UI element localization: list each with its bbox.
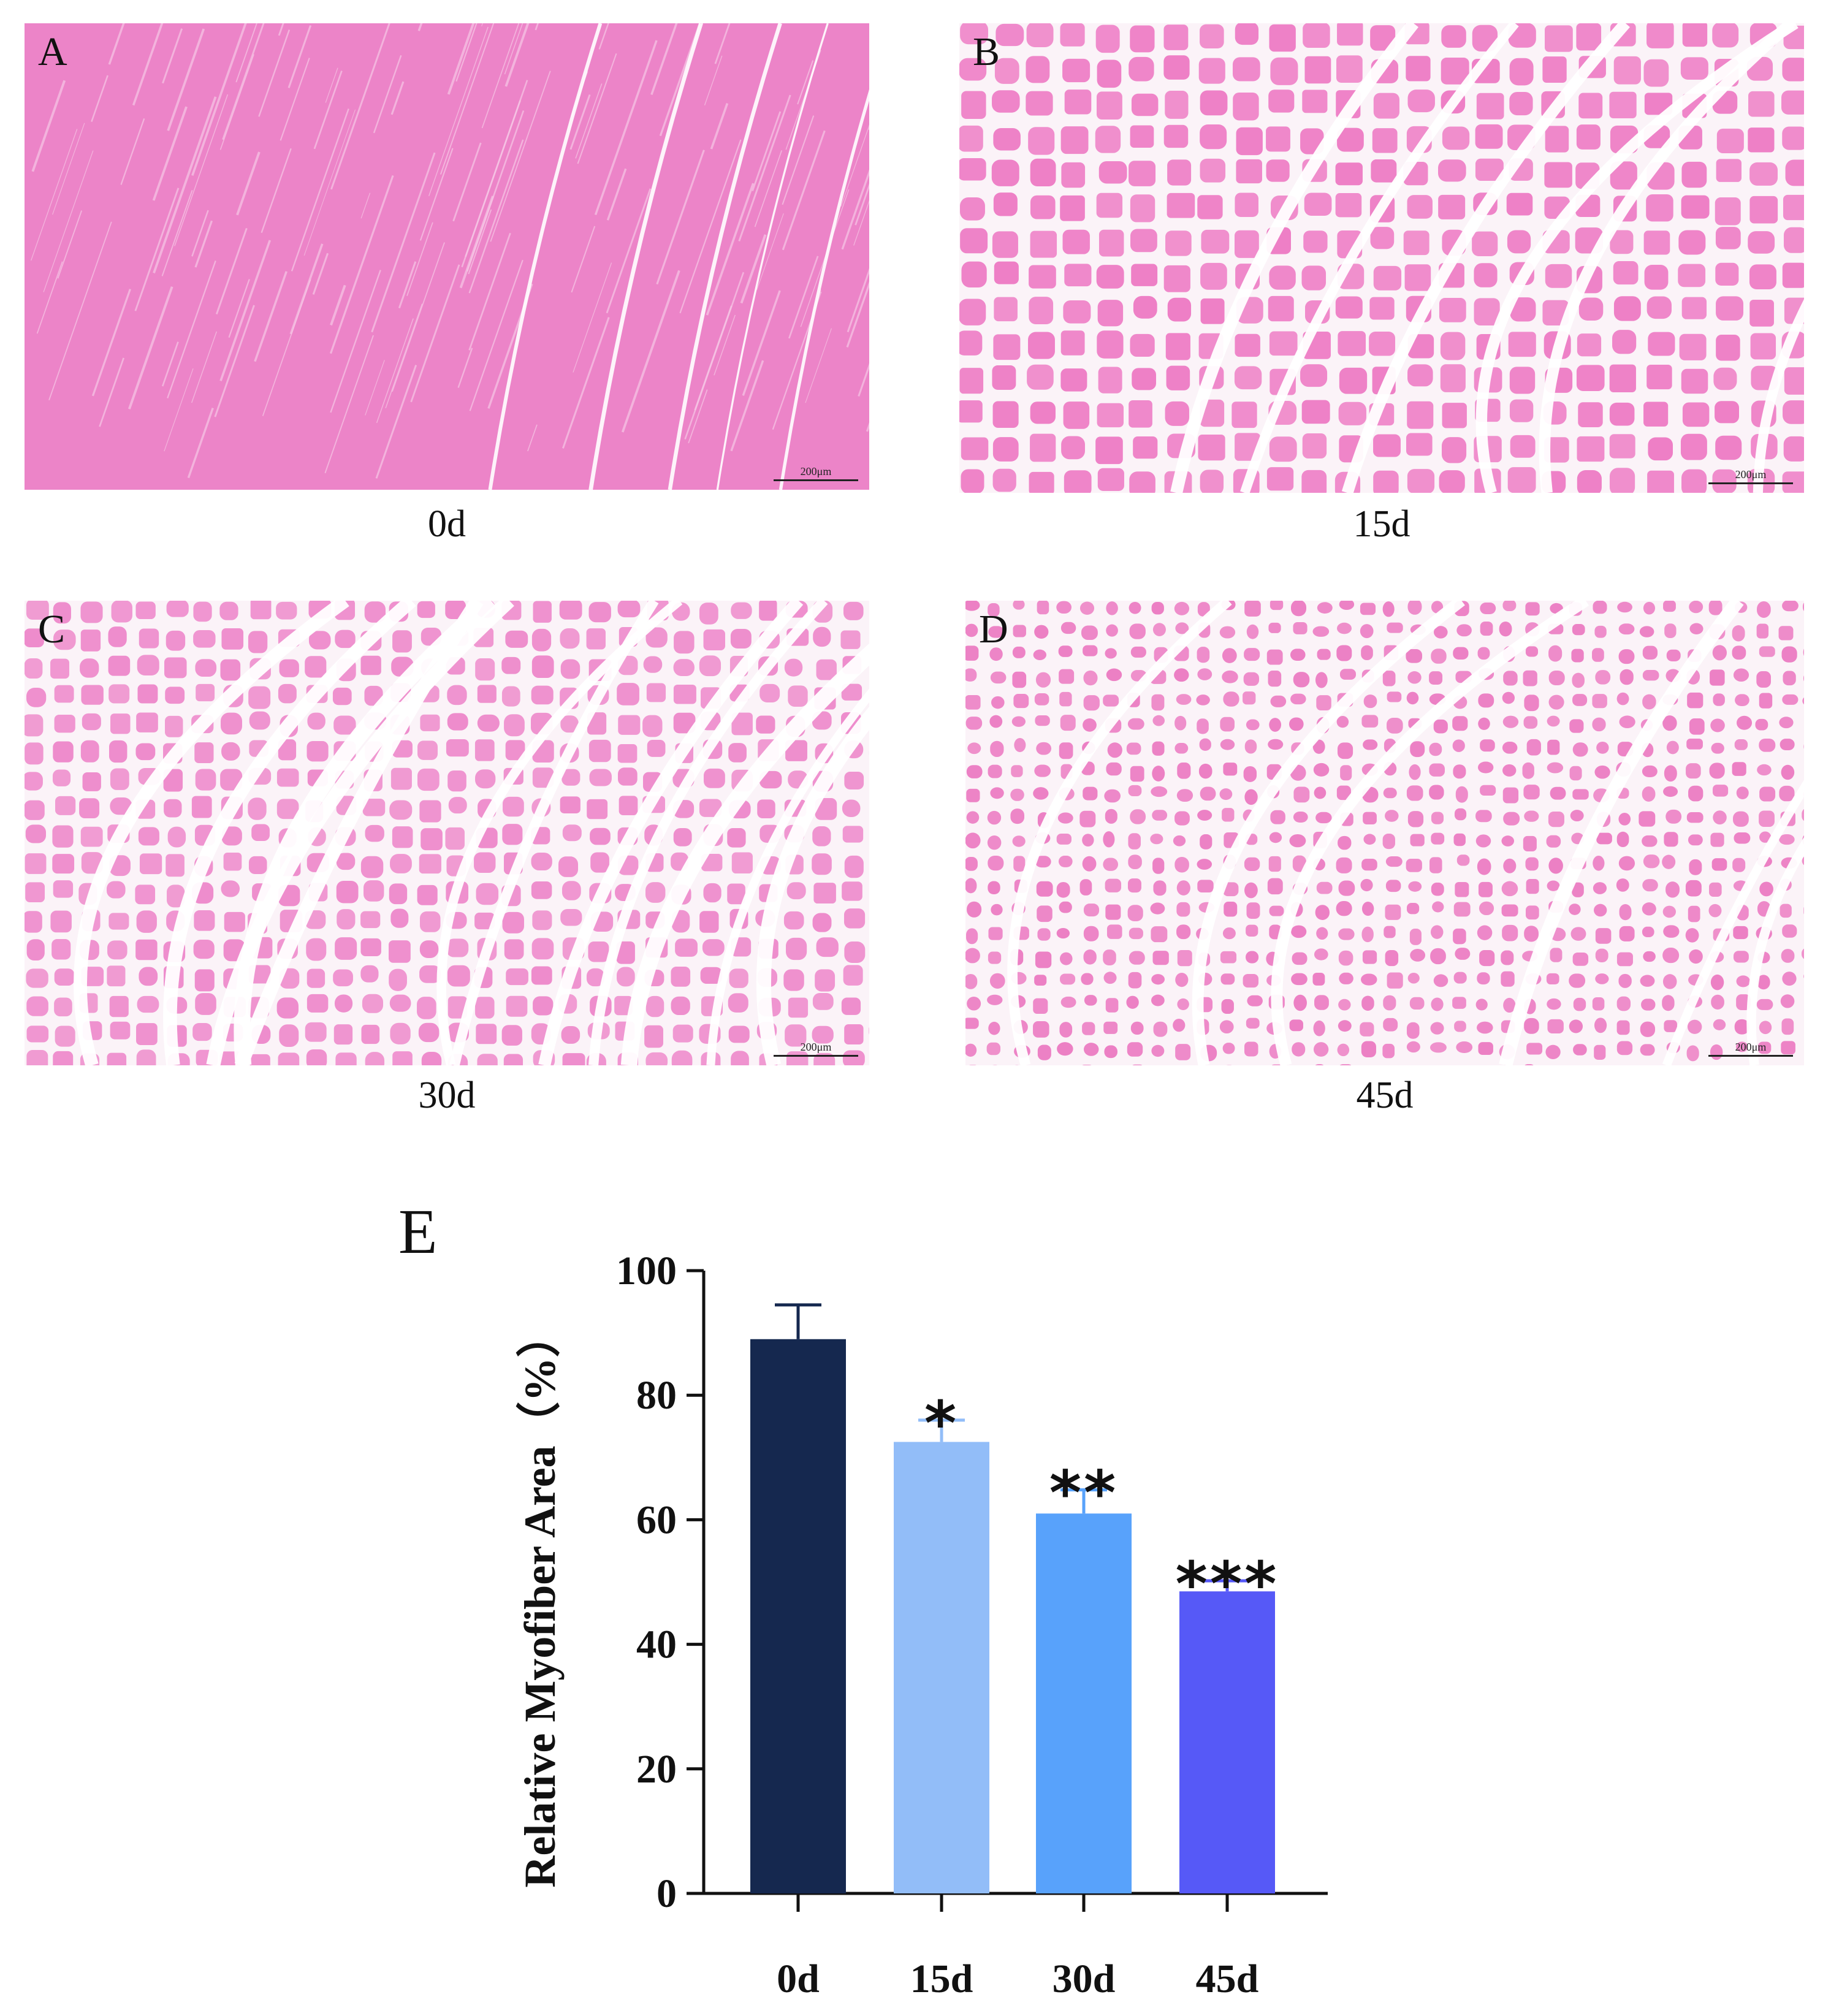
bar-15d (894, 1442, 989, 1893)
caption-a: 0d (428, 503, 466, 545)
scale-line-c (774, 1055, 858, 1057)
tissue-image-b (959, 23, 1804, 493)
panel-letter-b: B (973, 29, 1000, 74)
y-tick-label: 20 (636, 1747, 677, 1792)
scale-bar-c: 200μm (774, 1041, 858, 1057)
x-tick-label-45d: 45d (1196, 1957, 1259, 2001)
error-bar-15d (918, 1418, 965, 1442)
bar-30d (1036, 1513, 1132, 1893)
tissue-image-a (25, 23, 869, 490)
x-tick-label-15d: 15d (910, 1957, 973, 2001)
bar-45d (1179, 1591, 1275, 1893)
scale-bar-d: 200μm (1708, 1041, 1793, 1057)
scale-line-a (774, 479, 858, 481)
histology-panel-b: B 200μm (959, 23, 1804, 493)
scale-label-d: 200μm (1735, 1041, 1767, 1053)
bar-0d (750, 1339, 846, 1893)
scale-label-c: 200μm (800, 1041, 832, 1053)
histology-panel-a: A 200μm (25, 23, 869, 490)
caption-b: 15d (1353, 503, 1410, 545)
tissue-image-d (965, 601, 1804, 1065)
caption-c: 30d (418, 1075, 476, 1116)
panel-letter-c: C (38, 607, 66, 652)
x-tick-label-30d: 30d (1053, 1957, 1116, 2001)
error-bar-30d (1060, 1488, 1107, 1514)
scale-line-b (1708, 482, 1793, 484)
y-axis-label: Relative Myofiber Area（%） (516, 1313, 565, 1887)
panel-letter-d: D (979, 607, 1008, 652)
y-tick-label: 40 (636, 1622, 677, 1667)
panel-letter-a: A (38, 29, 67, 74)
x-tick-label-0d: 0d (777, 1957, 820, 2001)
y-tick-label: 60 (636, 1497, 677, 1542)
scale-line-d (1708, 1055, 1793, 1057)
scale-bar-a: 200μm (774, 465, 858, 481)
scale-label-b: 200μm (1735, 468, 1767, 481)
significance-30d: ** (1049, 1458, 1119, 1529)
significance-15d: * (924, 1388, 959, 1459)
y-tick-label: 80 (636, 1373, 677, 1418)
y-tick-label: 0 (657, 1871, 677, 1916)
significance-45d: *** (1176, 1548, 1279, 1620)
scale-label-a: 200μm (800, 465, 832, 477)
error-bar-0d (775, 1303, 821, 1339)
error-bar-45d (1204, 1579, 1250, 1592)
scale-bar-b: 200μm (1708, 468, 1793, 484)
tissue-image-c (25, 601, 869, 1065)
y-tick-label: 100 (616, 1249, 677, 1293)
panel-letter-e: E (398, 1196, 438, 1267)
histology-panel-d: D 200μm (965, 601, 1804, 1065)
histology-panel-c: C 200μm (25, 601, 869, 1065)
caption-d: 45d (1356, 1075, 1414, 1116)
